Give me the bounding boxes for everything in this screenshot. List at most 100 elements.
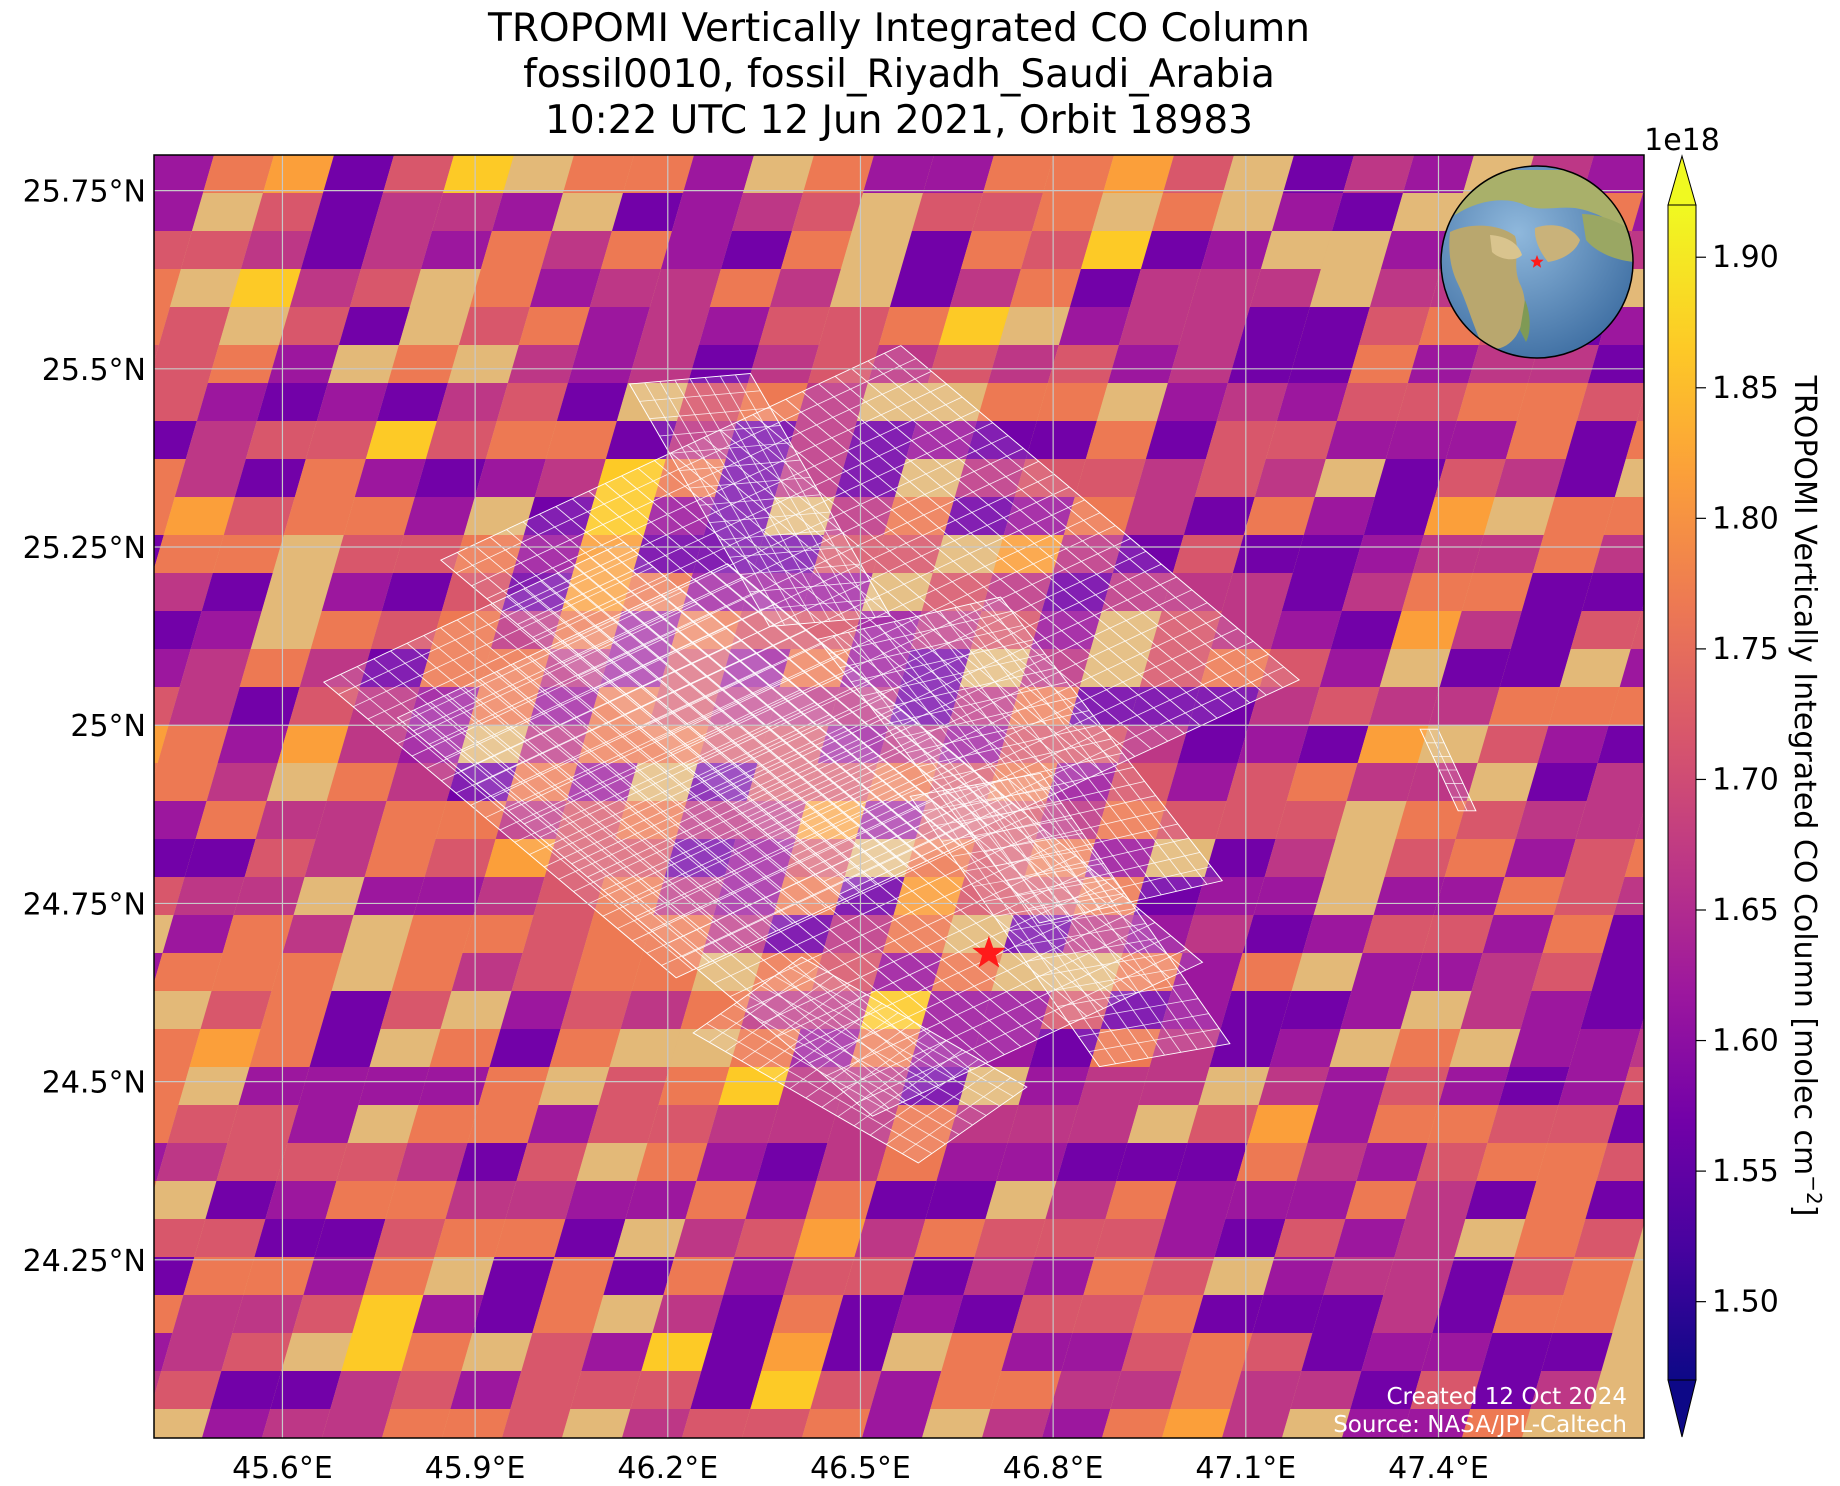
co-pixel bbox=[309, 1029, 381, 1067]
co-pixel bbox=[1253, 877, 1325, 915]
co-pixel bbox=[1401, 573, 1473, 611]
co-pixel bbox=[1063, 497, 1135, 535]
co-pixel bbox=[1329, 1029, 1401, 1067]
co-pixel bbox=[162, 915, 234, 953]
co-pixel bbox=[440, 991, 512, 1029]
co-pixel bbox=[712, 1295, 784, 1333]
colorbar: 1.50 1.55 1.60 1.65 1.70 1.75 1.80 1.85 1.90 1e1… bbox=[1644, 123, 1826, 1438]
co-pixel bbox=[396, 1143, 468, 1181]
co-pixel bbox=[212, 535, 284, 573]
co-pixel bbox=[0, 231, 12, 269]
co-pixel bbox=[889, 269, 961, 307]
co-pixel bbox=[454, 117, 525, 155]
co-pixel bbox=[1114, 117, 1185, 155]
co-pixel bbox=[1378, 1067, 1450, 1105]
co-pixel bbox=[154, 877, 185, 915]
co-pixel bbox=[1183, 497, 1255, 535]
co-pixel bbox=[1493, 877, 1565, 915]
co-pixel bbox=[1214, 1219, 1286, 1257]
co-pixel bbox=[0, 1447, 19, 1485]
co-pixel bbox=[600, 231, 672, 269]
co-pixel bbox=[228, 687, 300, 725]
co-pixel bbox=[1509, 1029, 1581, 1067]
co-pixel bbox=[218, 307, 290, 345]
co-pixel bbox=[352, 1295, 424, 1333]
co-pixel bbox=[900, 231, 972, 269]
co-pixel bbox=[0, 1105, 59, 1143]
co-pixel bbox=[734, 1219, 806, 1257]
co-pixel bbox=[1564, 839, 1636, 877]
co-pixel bbox=[692, 535, 764, 573]
co-pixel bbox=[154, 231, 192, 269]
co-pixel bbox=[1058, 307, 1130, 345]
lon-tick-label: 45.6°E bbox=[232, 1451, 333, 1486]
co-pixel bbox=[1138, 1067, 1210, 1105]
co-pixel bbox=[750, 1371, 822, 1409]
co-pixel bbox=[1294, 117, 1365, 155]
co-pixel bbox=[763, 497, 835, 535]
co-pixel bbox=[1145, 421, 1217, 459]
co-pixel bbox=[974, 1219, 1046, 1257]
co-pixel bbox=[1636, 396, 1644, 421]
co-pixel bbox=[1149, 1029, 1221, 1067]
co-pixel bbox=[1007, 1105, 1079, 1143]
co-pixel bbox=[375, 801, 447, 839]
co-pixel bbox=[1258, 1067, 1330, 1105]
co-pixel bbox=[267, 345, 339, 383]
co-pixel bbox=[200, 991, 272, 1029]
co-pixel bbox=[626, 763, 698, 801]
co-pixel bbox=[1719, 307, 1790, 345]
co-pixel bbox=[1828, 345, 1840, 383]
co-pixel bbox=[496, 383, 568, 421]
co-pixel bbox=[458, 307, 530, 345]
co-pixel bbox=[1586, 763, 1644, 801]
colorbar-tick-label: 1.90 bbox=[1712, 240, 1779, 275]
lat-tick-label: 24.25°N bbox=[23, 1244, 146, 1279]
co-pixel bbox=[435, 801, 507, 839]
co-pixel bbox=[310, 611, 382, 649]
co-pixel bbox=[701, 1333, 773, 1371]
co-pixel bbox=[1421, 1333, 1493, 1371]
co-pixel bbox=[1570, 611, 1642, 649]
co-pixel bbox=[322, 155, 394, 193]
co-pixel bbox=[221, 1333, 293, 1371]
co-pixel bbox=[592, 1295, 664, 1333]
co-pixel bbox=[154, 953, 223, 991]
co-pixel bbox=[420, 231, 492, 269]
co-pixel bbox=[201, 1409, 271, 1438]
co-pixel bbox=[1461, 1409, 1531, 1438]
co-pixel bbox=[549, 1029, 621, 1067]
co-pixel bbox=[1465, 1181, 1537, 1219]
co-pixel bbox=[1182, 915, 1254, 953]
co-pixel bbox=[922, 155, 994, 193]
co-pixel bbox=[447, 345, 519, 383]
co-pixel bbox=[1454, 1219, 1526, 1257]
co-pixel bbox=[1234, 117, 1305, 155]
co-pixel bbox=[1204, 839, 1276, 877]
footprint-mesh bbox=[322, 541, 978, 979]
co-pixel bbox=[1631, 193, 1644, 231]
co-pixel bbox=[1345, 1181, 1417, 1219]
co-pixel bbox=[1301, 1333, 1373, 1371]
co-pixel bbox=[282, 915, 354, 953]
co-pixel bbox=[1078, 1067, 1150, 1105]
co-pixel bbox=[387, 345, 459, 383]
footprint-mesh bbox=[816, 596, 1224, 924]
co-pixel bbox=[543, 1257, 615, 1295]
co-pixel bbox=[581, 1333, 653, 1371]
co-pixel bbox=[1613, 877, 1644, 915]
co-pixel bbox=[0, 801, 27, 839]
co-pixel bbox=[861, 573, 933, 611]
co-pixel bbox=[1269, 1029, 1341, 1067]
co-pixel bbox=[341, 1333, 413, 1371]
co-pixel bbox=[802, 155, 874, 193]
co-pixel bbox=[1260, 231, 1332, 269]
co-pixel bbox=[0, 953, 43, 991]
co-pixel bbox=[154, 1181, 157, 1190]
co-pixel bbox=[767, 1105, 839, 1143]
co-pixel bbox=[239, 649, 311, 687]
co-pixel bbox=[1275, 801, 1347, 839]
co-pixel bbox=[1461, 573, 1533, 611]
co-pixel bbox=[222, 915, 294, 953]
co-pixel bbox=[376, 383, 448, 421]
